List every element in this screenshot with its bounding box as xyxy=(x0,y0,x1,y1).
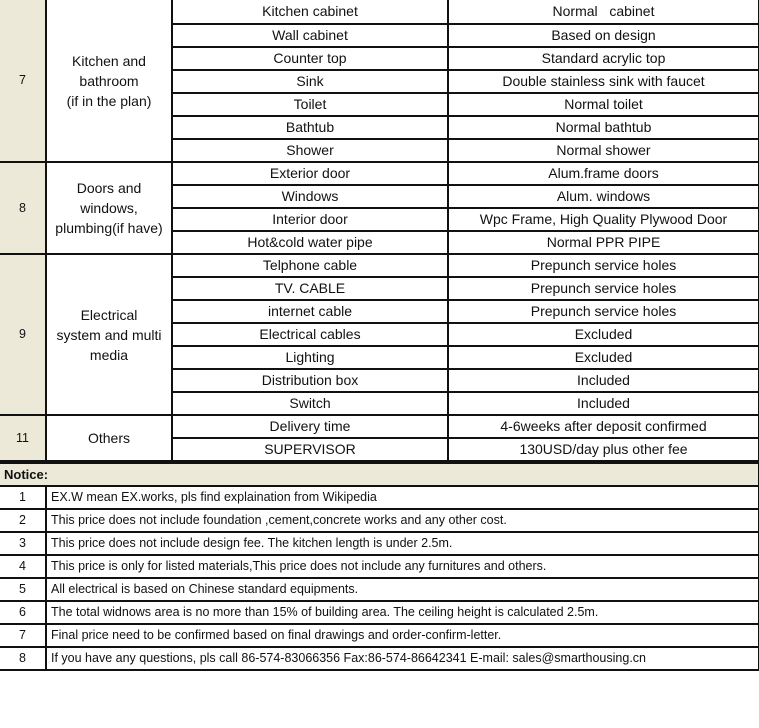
notice-row: 6 The total widnows area is no more than … xyxy=(0,600,759,625)
item-detail: 130USD/day plus other fee xyxy=(447,437,759,462)
item-name: Bathtub xyxy=(172,115,449,140)
notice-text: This price does not include design fee. … xyxy=(45,531,759,556)
table-row: Toilet Normal toilet xyxy=(0,92,759,117)
item-detail: Excluded xyxy=(447,322,759,347)
item-detail: Double stainless sink with faucet xyxy=(447,69,759,94)
table-row: internet cable Prepunch service holes xyxy=(0,299,759,324)
item-name: Counter top xyxy=(172,46,449,71)
notice-number: 4 xyxy=(0,554,47,579)
notice-row: 4 This price is only for listed materials… xyxy=(0,554,759,579)
item-detail: 4-6weeks after deposit confirmed xyxy=(447,414,759,439)
section-number: 9 xyxy=(0,253,47,416)
table-row: Sink Double stainless sink with faucet xyxy=(0,69,759,94)
item-name: Hot&cold water pipe xyxy=(172,230,449,255)
item-name: Windows xyxy=(172,184,449,209)
table-row: Lighting Excluded xyxy=(0,345,759,370)
notice-text: This price is only for listed materials,… xyxy=(45,554,759,579)
item-name: Toilet xyxy=(172,92,449,117)
notice-row: 1 EX.W mean EX.works, pls find explainati… xyxy=(0,485,759,510)
item-detail: Based on design xyxy=(447,23,759,48)
item-detail: Alum.frame doors xyxy=(447,161,759,186)
table-row: Bathtub Normal bathtub xyxy=(0,115,759,140)
section-category: Others xyxy=(45,414,173,462)
notice-text: This price does not include foundation ,… xyxy=(45,508,759,533)
table-row: Shower Normal shower xyxy=(0,138,759,163)
section-category: Kitchen and bathroom (if in the plan) xyxy=(45,0,173,163)
item-detail: Standard acrylic top xyxy=(447,46,759,71)
section-number: 7 xyxy=(0,0,47,163)
notice-number: 7 xyxy=(0,623,47,648)
item-detail: Normal shower xyxy=(447,138,759,163)
item-detail: Normal PPR PIPE xyxy=(447,230,759,255)
table-row: SUPERVISOR 130USD/day plus other fee xyxy=(0,437,759,462)
notice-number: 8 xyxy=(0,646,47,671)
item-name: Lighting xyxy=(172,345,449,370)
item-detail: Wpc Frame, High Quality Plywood Door xyxy=(447,207,759,232)
item-name: Shower xyxy=(172,138,449,163)
table-row: TV. CABLE Prepunch service holes xyxy=(0,276,759,301)
notice-text: The total widnows area is no more than 1… xyxy=(45,600,759,625)
item-detail: Prepunch service holes xyxy=(447,253,759,278)
item-name: internet cable xyxy=(172,299,449,324)
item-name: Distribution box xyxy=(172,368,449,393)
notice-row: 7 Final price need to be confirmed based … xyxy=(0,623,759,648)
specification-table: 7 Kitchen and bathroom (if in the plan) Ki… xyxy=(0,0,759,462)
item-name: SUPERVISOR xyxy=(172,437,449,462)
item-name: Kitchen cabinet xyxy=(171,0,449,25)
item-detail: Included xyxy=(447,368,759,393)
item-name: Exterior door xyxy=(171,161,449,186)
section-category: Doors and windows, plumbing(if have) xyxy=(45,161,173,255)
notice-number: 5 xyxy=(0,577,47,602)
table-row: Distribution box Included xyxy=(0,368,759,393)
table-row: Electrical cables Excluded xyxy=(0,322,759,347)
item-name: Telphone cable xyxy=(171,253,449,278)
table-row: Hot&cold water pipe Normal PPR PIPE xyxy=(0,230,759,255)
item-name: Wall cabinet xyxy=(172,23,449,48)
notice-number: 3 xyxy=(0,531,47,556)
item-name: Interior door xyxy=(172,207,449,232)
notice-text: If you have any questions, pls call 86-5… xyxy=(45,646,759,671)
notice-table: Notice: 1 EX.W mean EX.works, pls find ex… xyxy=(0,462,759,671)
notice-row: 3 This price does not include design fee.… xyxy=(0,531,759,556)
table-row: 11 Others Delivery time 4-6weeks after depo… xyxy=(0,414,759,462)
table-row: Switch Included xyxy=(0,391,759,416)
item-detail: Alum. windows xyxy=(447,184,759,209)
item-detail: Prepunch service holes xyxy=(447,276,759,301)
item-name: TV. CABLE xyxy=(172,276,449,301)
notice-number: 1 xyxy=(0,485,47,510)
notice-number: 6 xyxy=(0,600,47,625)
item-name: Sink xyxy=(172,69,449,94)
table-row: 9 Electrical system and multi media Telpho… xyxy=(0,253,759,416)
item-detail: Normal toilet xyxy=(447,92,759,117)
table-row: Windows Alum. windows xyxy=(0,184,759,209)
notice-text: All electrical is based on Chinese stand… xyxy=(45,577,759,602)
notice-row: 8 If you have any questions, pls call 86-… xyxy=(0,646,759,671)
notice-title: Notice: xyxy=(0,462,759,487)
item-detail: Normal bathtub xyxy=(447,115,759,140)
table-row: Wall cabinet Based on design xyxy=(0,23,759,48)
notice-number: 2 xyxy=(0,508,47,533)
notice-header-row: Notice: xyxy=(0,462,759,487)
item-name: Electrical cables xyxy=(172,322,449,347)
item-name: Switch xyxy=(172,391,449,416)
notice-row: 5 All electrical is based on Chinese stan… xyxy=(0,577,759,602)
item-detail: Excluded xyxy=(447,345,759,370)
section-category: Electrical system and multi media xyxy=(45,253,173,416)
item-detail: Normal cabinet xyxy=(447,0,759,25)
notice-text: EX.W mean EX.works, pls find explainatio… xyxy=(45,485,759,510)
item-name: Delivery time xyxy=(171,414,449,439)
table-row: 8 Doors and windows, plumbing(if have) Ext… xyxy=(0,161,759,255)
notice-text: Final price need to be confirmed based o… xyxy=(45,623,759,648)
table-row: Interior door Wpc Frame, High Quality Ply… xyxy=(0,207,759,232)
item-detail: Included xyxy=(447,391,759,416)
table-row: 7 Kitchen and bathroom (if in the plan) Ki… xyxy=(0,0,759,163)
table-row: Counter top Standard acrylic top xyxy=(0,46,759,71)
section-number: 8 xyxy=(0,161,47,255)
section-number: 11 xyxy=(0,414,47,462)
notice-row: 2 This price does not include foundation … xyxy=(0,508,759,533)
item-detail: Prepunch service holes xyxy=(447,299,759,324)
